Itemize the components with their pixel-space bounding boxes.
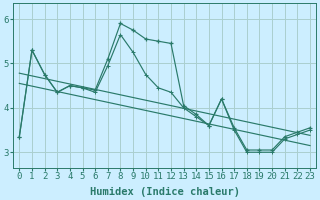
X-axis label: Humidex (Indice chaleur): Humidex (Indice chaleur) [90, 186, 240, 197]
